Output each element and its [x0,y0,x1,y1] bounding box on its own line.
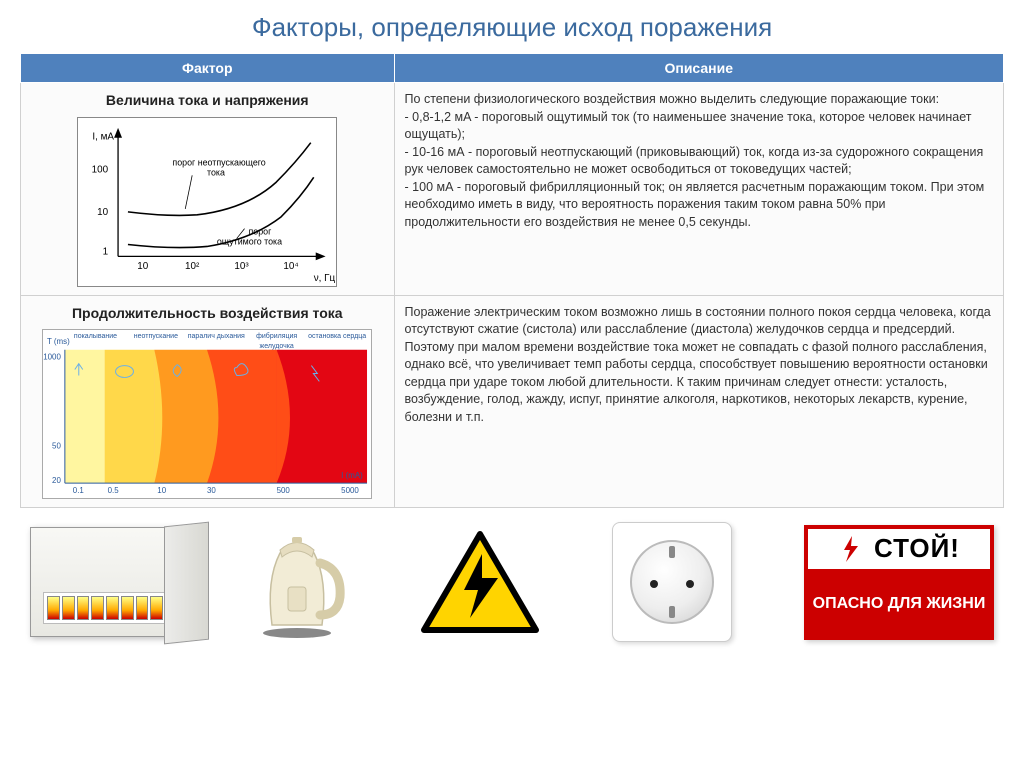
stop-danger-text: ОПАСНО ДЛЯ ЖИЗНИ [808,571,990,636]
svg-text:1000: 1000 [44,353,62,362]
svg-text:500: 500 [277,486,291,495]
zone-labels: покалывание неотпускание паралич дыхания… [65,332,367,352]
kettle-icon [252,522,347,642]
electrical-panel-icon [30,522,180,642]
svg-text:30: 30 [207,486,216,495]
svg-text:10: 10 [138,261,149,272]
col-header-factor: Фактор [21,54,395,83]
svg-text:10: 10 [158,486,167,495]
page-title: Факторы, определяющие исход поражения [20,12,1004,43]
svg-text:100: 100 [92,164,109,175]
stop-word: СТОЙ! [874,533,960,564]
svg-text:порогощутимого тока: порогощутимого тока [217,226,282,246]
footer-icons: СТОЙ! ОПАСНО ДЛЯ ЖИЗНИ [20,522,1004,642]
col-header-description: Описание [394,54,1003,83]
svg-text:I, мА: I, мА [93,131,115,142]
svg-text:20: 20 [52,476,61,485]
svg-text:10⁴: 10⁴ [284,261,299,272]
svg-text:10³: 10³ [235,261,250,272]
svg-text:ν, Гц: ν, Гц [314,273,336,284]
threshold-current-chart: 1 10 100 I, мА 10 10² 10³ 10⁴ ν, Гц [77,117,337,287]
factors-table: Фактор Описание Величина тока и напряжен… [20,53,1004,508]
table-row: Продолжительность воздействия тока [21,295,1004,508]
svg-text:0.1: 0.1 [73,486,85,495]
svg-text:0.5: 0.5 [108,486,120,495]
svg-text:1: 1 [103,246,109,257]
svg-text:порог неотпускающеготока: порог неотпускающеготока [173,157,266,177]
svg-text:50: 50 [52,442,61,451]
factor-label-current: Величина тока и напряжения [31,91,384,111]
svg-text:10: 10 [97,206,108,217]
svg-text:I (mA): I (mA) [341,471,363,480]
svg-text:5000: 5000 [341,486,359,495]
description-duration: Поражение электрическим током возможно л… [394,295,1003,508]
description-current: По степени физиологического воздействия … [394,83,1003,296]
high-voltage-warning-icon [420,522,540,642]
table-row: Величина тока и напряжения 1 10 100 I, м… [21,83,1004,296]
duration-chart: 20 50 1000 T (ms) 0.1 0.5 10 30 500 5000… [42,329,372,499]
stop-danger-sign: СТОЙ! ОПАСНО ДЛЯ ЖИЗНИ [804,522,994,642]
svg-text:10²: 10² [185,261,200,272]
factor-label-duration: Продолжительность воздействия тока [31,304,384,324]
power-socket-icon [612,522,732,642]
